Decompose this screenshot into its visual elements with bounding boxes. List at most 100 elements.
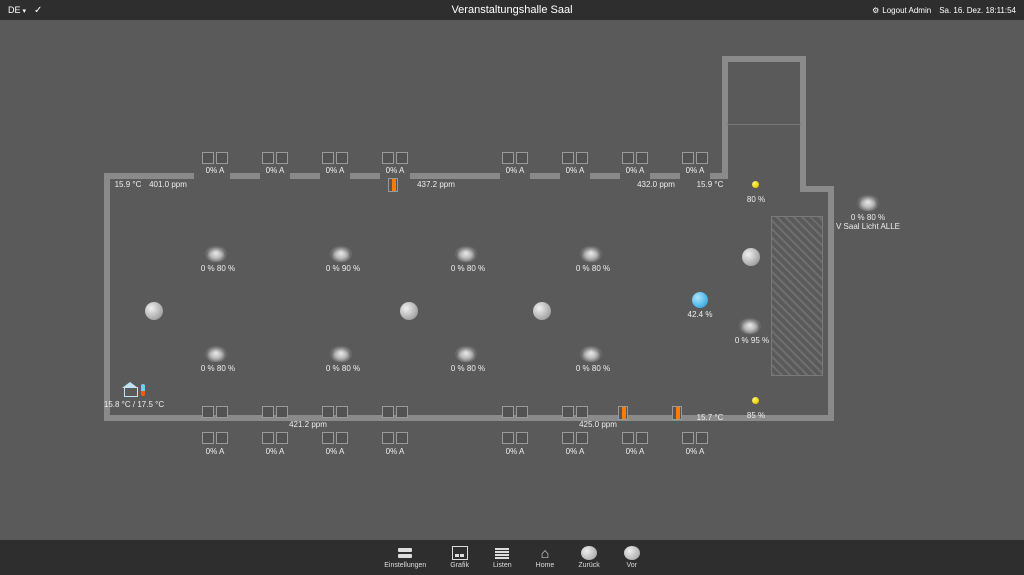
window[interactable] xyxy=(322,152,348,164)
window[interactable] xyxy=(622,152,648,164)
window[interactable] xyxy=(682,432,708,444)
window-label: 0% A xyxy=(386,447,405,456)
window-label: 0% A xyxy=(626,447,645,456)
window-label: 0% A xyxy=(326,447,345,456)
light-label: 0 % 80 % xyxy=(851,213,885,222)
humidity-label: 42.4 % xyxy=(688,310,713,319)
wall xyxy=(104,175,110,418)
light-spot[interactable] xyxy=(740,320,760,334)
light-spot[interactable] xyxy=(456,248,476,262)
light-spot[interactable] xyxy=(206,348,226,362)
window[interactable] xyxy=(382,406,408,418)
window[interactable] xyxy=(562,152,588,164)
light-label: 0 % 80 % xyxy=(451,364,485,373)
wall xyxy=(722,56,804,62)
wall xyxy=(104,173,194,179)
window[interactable] xyxy=(202,432,228,444)
light-spot[interactable] xyxy=(331,348,351,362)
window-label: 0% A xyxy=(566,447,585,456)
light-spot[interactable] xyxy=(206,248,226,262)
ppm-label: 421.2 ppm xyxy=(289,420,327,429)
light-label: 0 % 90 % xyxy=(326,264,360,273)
nav-back[interactable]: Zurück xyxy=(578,546,599,569)
home-icon[interactable] xyxy=(122,382,138,396)
page-title: Veranstaltungshalle Saal xyxy=(0,4,1024,16)
wall xyxy=(650,173,680,179)
window[interactable] xyxy=(562,432,588,444)
light-label: 0 % 80 % xyxy=(576,264,610,273)
window-label: 0% A xyxy=(686,166,705,175)
window[interactable] xyxy=(262,152,288,164)
wall xyxy=(410,173,500,179)
nav-lists[interactable]: Listen xyxy=(493,546,512,569)
language-select[interactable]: DE xyxy=(8,5,26,15)
window[interactable] xyxy=(382,152,408,164)
light-spot[interactable] xyxy=(456,348,476,362)
sensor-round[interactable] xyxy=(742,248,760,266)
wall xyxy=(230,415,260,421)
ppm-label: 425.0 ppm xyxy=(579,420,617,429)
window[interactable] xyxy=(322,432,348,444)
sensor-round[interactable] xyxy=(533,302,551,320)
nav-label: Listen xyxy=(493,562,512,569)
window-label: 0% A xyxy=(506,166,525,175)
logout-link[interactable]: Logout Admin xyxy=(872,6,931,15)
floorplan-canvas: 0% A 0% A 0% A 0% A 0% A 0% A 0% A 0% A … xyxy=(0,20,1024,540)
light-sublabel: V Saal Licht ALLE xyxy=(836,222,900,231)
door[interactable] xyxy=(672,406,682,420)
light-spot[interactable] xyxy=(858,197,878,211)
wall xyxy=(230,173,260,179)
thermometer-icon xyxy=(141,384,145,396)
temp-label: 15.7 °C xyxy=(697,413,724,422)
window-label: 0% A xyxy=(206,166,225,175)
light-label: 0 % 80 % xyxy=(451,264,485,273)
sensor-round[interactable] xyxy=(145,302,163,320)
light-spot[interactable] xyxy=(331,248,351,262)
sensor-round[interactable] xyxy=(400,302,418,320)
nav-label: Home xyxy=(536,562,555,569)
confirm-icon[interactable]: ✓ xyxy=(34,5,42,16)
status-dot[interactable] xyxy=(752,397,759,404)
window-label: 0% A xyxy=(386,166,405,175)
wall xyxy=(410,415,500,421)
nav-settings[interactable]: Einstellungen xyxy=(384,546,426,569)
door[interactable] xyxy=(388,178,398,192)
nav-chart[interactable]: Grafik xyxy=(450,546,469,569)
light-label: 0 % 80 % xyxy=(201,364,235,373)
window[interactable] xyxy=(262,406,288,418)
wall xyxy=(800,56,806,190)
window[interactable] xyxy=(382,432,408,444)
light-label: 0 % 80 % xyxy=(326,364,360,373)
window[interactable] xyxy=(562,406,588,418)
wall xyxy=(290,173,320,179)
ppm-label: 437.2 ppm xyxy=(417,180,455,189)
wall xyxy=(530,173,560,179)
window[interactable] xyxy=(622,432,648,444)
nav-home[interactable]: ⌂ Home xyxy=(536,546,555,569)
window[interactable] xyxy=(502,406,528,418)
footer-bar: Einstellungen Grafik Listen ⌂ Home Zurüc… xyxy=(0,540,1024,575)
status-dot[interactable] xyxy=(752,181,759,188)
light-label: 0 % 80 % xyxy=(201,264,235,273)
window[interactable] xyxy=(202,406,228,418)
home-temp-label: 15.8 °C / 17.5 °C xyxy=(104,400,164,409)
humidity-icon[interactable] xyxy=(692,292,708,308)
window[interactable] xyxy=(502,152,528,164)
window-label: 0% A xyxy=(506,447,525,456)
window[interactable] xyxy=(262,432,288,444)
nav-label: Zurück xyxy=(578,562,599,569)
wall xyxy=(727,124,801,125)
window-label: 0% A xyxy=(206,447,225,456)
window[interactable] xyxy=(682,152,708,164)
temp-label: 15.9 °C xyxy=(697,180,724,189)
light-spot[interactable] xyxy=(581,348,601,362)
light-spot[interactable] xyxy=(581,248,601,262)
window[interactable] xyxy=(322,406,348,418)
hatched-zone xyxy=(772,217,822,375)
status-label: 80 % xyxy=(747,195,765,204)
header-bar: DE ✓ Veranstaltungshalle Saal Logout Adm… xyxy=(0,0,1024,20)
window[interactable] xyxy=(202,152,228,164)
nav-forward[interactable]: Vor xyxy=(624,546,640,569)
window[interactable] xyxy=(502,432,528,444)
door[interactable] xyxy=(618,406,628,420)
